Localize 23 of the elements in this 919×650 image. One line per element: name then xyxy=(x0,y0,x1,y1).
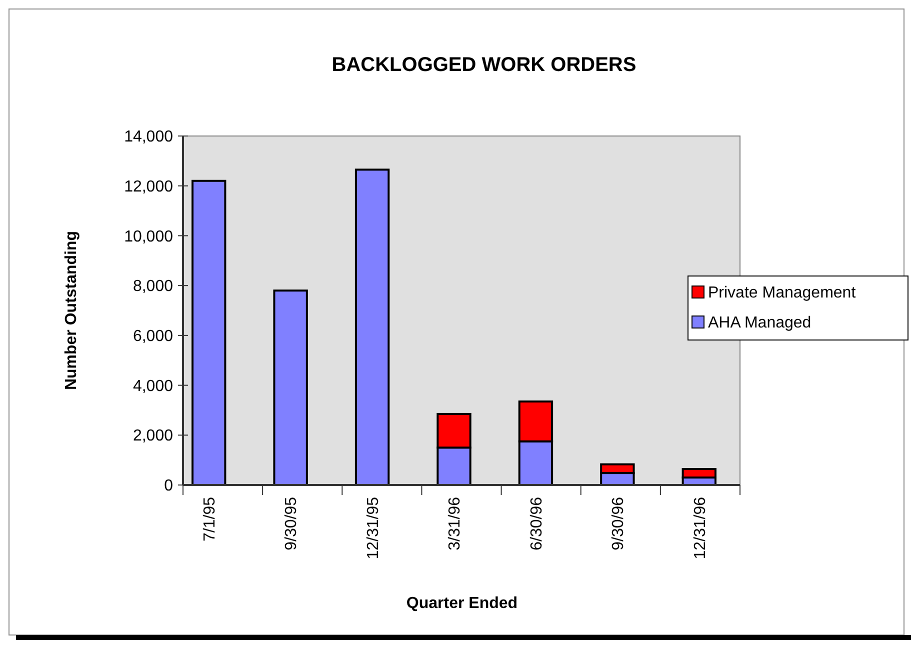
y-tick-label: 4,000 xyxy=(132,378,174,395)
x-tick-label: 7/1/95 xyxy=(201,496,218,542)
y-tick-label: 10,000 xyxy=(124,228,174,246)
x-tick-label: 6/30/96 xyxy=(528,496,546,550)
y-tick-label: 12,000 xyxy=(124,178,174,196)
y-tick-label: 2,000 xyxy=(132,428,174,445)
x-tick-label: 12/31/95 xyxy=(364,496,382,560)
bar xyxy=(192,180,226,486)
y-tick-label: 0 xyxy=(164,478,174,495)
y-tick-label: 6,000 xyxy=(132,328,174,346)
y-axis-title: Number Outstanding xyxy=(63,230,80,390)
bar xyxy=(273,290,308,486)
chart-title: BACKLOGGED WORK ORDERS xyxy=(332,54,636,76)
x-tick-label: 12/31/96 xyxy=(692,496,709,560)
x-tick-label: 9/30/95 xyxy=(283,496,300,550)
legend-label: Private Management xyxy=(708,284,856,302)
x-axis-title: Quarter Ended xyxy=(406,595,518,612)
x-tick-label: 9/30/96 xyxy=(610,496,628,550)
y-tick-label: 14,000 xyxy=(124,128,174,146)
bar xyxy=(354,168,390,486)
legend-label: AHA Managed xyxy=(708,314,812,332)
x-tick-label: 3/31/96 xyxy=(446,496,464,550)
y-tick-label: 8,000 xyxy=(132,278,174,296)
